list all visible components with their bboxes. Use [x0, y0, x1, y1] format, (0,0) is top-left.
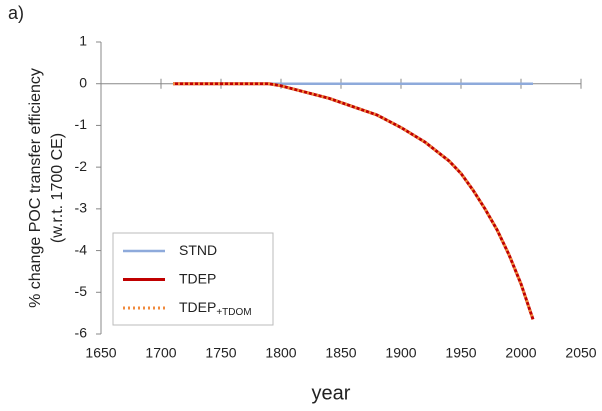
- x-axis-label: year: [312, 382, 351, 404]
- x-tick-label: 1800: [265, 345, 296, 361]
- x-tick-label: 1850: [325, 345, 356, 361]
- legend-label-text: TDEP: [179, 299, 216, 315]
- y-tick-label: -4: [75, 241, 88, 257]
- legend-label: TDEP+TDOM: [179, 299, 252, 318]
- y-tick-label: -5: [75, 283, 88, 299]
- x-tick-label: 2050: [565, 345, 596, 361]
- legend-label-text: TDEP: [179, 270, 216, 286]
- x-tick-label: 1950: [445, 345, 476, 361]
- x-tick-label: 1900: [385, 345, 416, 361]
- y-tick-label: 0: [79, 74, 87, 90]
- panel-label: a): [8, 3, 24, 23]
- series-line: [173, 82, 535, 320]
- legend-label-subscript: +TDOM: [216, 307, 251, 318]
- x-tick-label: 1650: [85, 345, 116, 361]
- y-tick-label: -1: [75, 116, 88, 132]
- y-axis-label: (w.r.t. 1700 CE): [49, 133, 66, 243]
- x-tick-label: 2000: [505, 345, 536, 361]
- y-tick-label: -3: [75, 200, 88, 216]
- x-tick-label: 1700: [145, 345, 176, 361]
- x-tick-label: 1750: [205, 345, 236, 361]
- y-tick-label: -6: [75, 325, 88, 341]
- y-tick-label: -2: [75, 158, 88, 174]
- legend-label: TDEP: [179, 270, 216, 286]
- y-axis-label: % change POC transfer efficiency: [27, 68, 44, 308]
- legend-label: STND: [179, 242, 217, 258]
- legend-label-text: STND: [179, 242, 217, 258]
- y-tick-label: 1: [79, 33, 87, 49]
